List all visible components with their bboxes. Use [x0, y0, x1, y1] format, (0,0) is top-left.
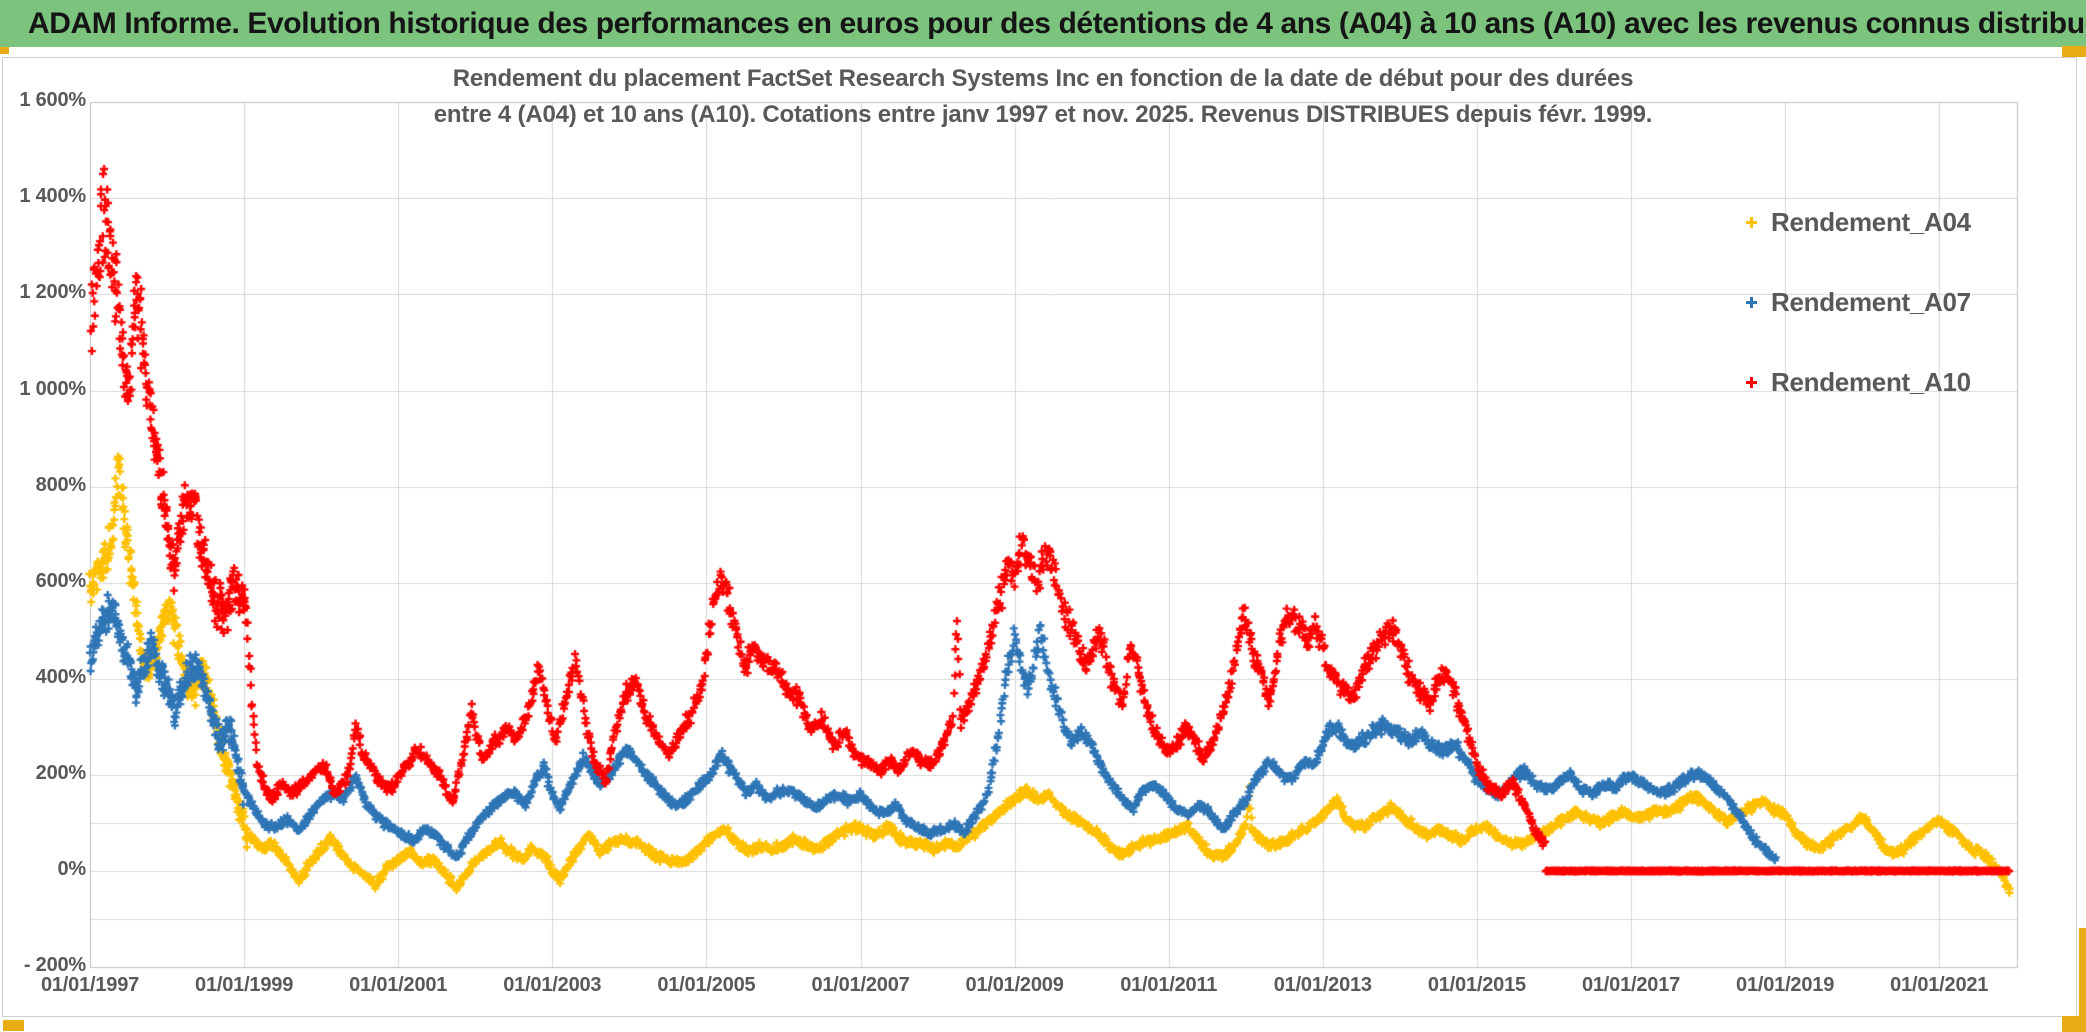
y-tick-label: - 200%	[23, 954, 86, 977]
y-tick-label: 200%	[35, 761, 87, 784]
x-tick-label: 01/01/2019	[1736, 974, 1835, 996]
x-tick-label: 01/01/2017	[1581, 974, 1681, 996]
gold-accent-right-strip	[2079, 928, 2086, 1020]
gold-accent-bottom-left	[3, 1020, 24, 1031]
legend-marker-a10-icon	[1746, 376, 1757, 388]
legend-label-a04: Rendement_A04	[1771, 206, 1971, 237]
gold-accent-top-left	[0, 47, 9, 54]
gold-accent-bottom-right	[2062, 1016, 2086, 1032]
legend-item-a10: Rendement_A10	[1746, 366, 1971, 398]
legend-item-a04: Rendement_A04	[1746, 206, 1971, 238]
x-tick-label: 01/01/1997	[40, 974, 140, 996]
x-tick-label: 01/01/2001	[349, 974, 448, 996]
x-tick-label: 01/01/2015	[1427, 974, 1526, 996]
x-tick-label: 01/01/2021	[1890, 974, 1989, 996]
x-tick-label: 01/01/2003	[503, 974, 602, 996]
x-tick-label: 01/01/2007	[811, 974, 910, 996]
gold-accent-top-right	[2062, 46, 2086, 57]
legend-item-a07: Rendement_A07	[1746, 286, 1971, 318]
legend-label-a07: Rendement_A07	[1771, 286, 1971, 317]
y-tick-label: 600%	[35, 569, 87, 592]
x-tick-label: 01/01/2005	[657, 974, 756, 996]
legend-marker-a07-icon	[1746, 296, 1757, 308]
x-tick-label: 01/01/2013	[1273, 974, 1372, 996]
y-tick-label: 0%	[57, 858, 86, 880]
y-tick-label: 800%	[35, 473, 87, 496]
x-tick-label: 01/01/2009	[965, 974, 1064, 996]
x-tick-label: 01/01/2011	[1120, 974, 1218, 996]
chart-title-line2: entre 4 (A04) et 10 ans (A10). Cotations…	[433, 101, 1653, 128]
chart-title-line1: Rendement du placement FactSet Research …	[452, 65, 1634, 92]
y-tick-label: 1 600%	[19, 89, 86, 112]
y-tick-label: 1 200%	[19, 281, 86, 304]
legend-label-a10: Rendement_A10	[1771, 366, 1971, 397]
y-tick-label: 1 400%	[19, 185, 86, 208]
legend-marker-a04-icon	[1746, 216, 1757, 228]
y-tick-label: 400%	[35, 665, 87, 688]
chart-title: Rendement du placement FactSet Research …	[0, 61, 2086, 133]
x-tick-label: 01/01/1999	[195, 974, 294, 996]
y-tick-label: 1 000%	[19, 377, 86, 400]
